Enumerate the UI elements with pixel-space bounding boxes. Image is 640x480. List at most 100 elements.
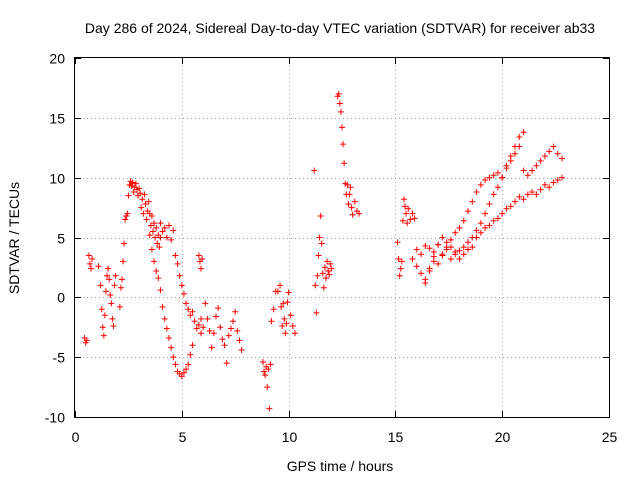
data-point — [337, 108, 344, 115]
data-point — [283, 320, 290, 327]
data-point — [456, 224, 463, 231]
data-point — [550, 143, 557, 150]
data-point — [277, 282, 284, 289]
data-point — [413, 263, 420, 270]
data-point — [456, 256, 463, 263]
data-point — [206, 327, 213, 334]
data-point — [533, 191, 540, 198]
grid-lines — [75, 58, 609, 417]
data-point — [163, 234, 170, 241]
data-point — [435, 260, 442, 267]
data-point — [435, 241, 442, 248]
series-seg2 — [85, 252, 96, 272]
data-point — [111, 282, 118, 289]
data-point — [422, 279, 429, 286]
data-point — [311, 167, 318, 174]
data-point — [279, 323, 286, 330]
data-point — [189, 342, 196, 349]
data-point — [121, 240, 128, 247]
data-point — [141, 191, 148, 198]
data-point — [185, 361, 192, 368]
data-point — [108, 300, 115, 307]
data-point — [399, 217, 406, 224]
data-point — [473, 227, 480, 234]
data-point — [151, 258, 158, 265]
data-point — [238, 346, 245, 353]
series-seg1 — [81, 335, 90, 346]
y-tick-label: -10 — [45, 410, 65, 426]
x-tick-label: 25 — [602, 429, 618, 445]
data-point — [336, 100, 343, 107]
data-point — [494, 215, 501, 222]
data-point — [413, 246, 420, 253]
data-point — [230, 318, 237, 325]
data-point — [130, 189, 137, 196]
data-point — [351, 198, 358, 205]
data-point — [106, 276, 113, 283]
data-point — [398, 258, 405, 265]
data-point — [95, 263, 102, 270]
data-point — [89, 256, 96, 263]
data-point — [259, 358, 266, 365]
data-point — [200, 324, 207, 331]
data-point — [267, 361, 274, 368]
data-point — [165, 222, 172, 229]
data-point — [326, 271, 333, 278]
data-point — [397, 265, 404, 272]
series-seg6 — [157, 220, 205, 337]
data-point — [153, 224, 160, 231]
data-point — [202, 300, 209, 307]
data-point — [189, 308, 196, 315]
data-point — [529, 189, 536, 196]
data-point — [137, 190, 144, 197]
data-points — [81, 90, 566, 412]
data-point — [460, 251, 467, 258]
data-point — [524, 172, 531, 179]
data-point — [411, 215, 418, 222]
y-axis-label: SDTVAR / TECUs — [6, 182, 22, 294]
data-point — [499, 210, 506, 217]
data-point — [503, 205, 510, 212]
data-point — [287, 312, 294, 319]
data-point — [102, 288, 109, 295]
data-point — [183, 300, 190, 307]
data-point — [520, 167, 527, 174]
data-point — [318, 240, 325, 247]
data-point — [118, 276, 125, 283]
chart-title: Day 286 of 2024, Sidereal Day-to-day VTE… — [85, 20, 595, 36]
data-point — [264, 384, 271, 391]
series-seg8 — [198, 300, 245, 367]
data-point — [321, 264, 328, 271]
data-point — [516, 133, 523, 140]
data-point — [208, 344, 215, 351]
data-point — [516, 193, 523, 200]
data-point — [124, 210, 131, 217]
data-point — [349, 211, 356, 218]
data-point — [405, 205, 412, 212]
data-point — [172, 361, 179, 368]
data-point — [282, 330, 289, 337]
data-point — [426, 268, 433, 275]
data-point — [486, 174, 493, 181]
data-point — [156, 244, 163, 251]
data-point — [344, 181, 351, 188]
data-point — [394, 239, 401, 246]
data-point — [159, 228, 166, 235]
data-point — [400, 196, 407, 203]
data-point — [465, 208, 472, 215]
y-tick-label: 10 — [49, 171, 65, 187]
data-point — [486, 200, 493, 207]
data-point — [356, 210, 363, 217]
data-point — [110, 323, 117, 330]
data-point — [546, 184, 553, 191]
data-point — [443, 239, 450, 246]
data-point — [172, 252, 179, 259]
data-point — [193, 325, 200, 332]
data-point — [100, 332, 107, 339]
data-point — [170, 227, 177, 234]
data-point — [465, 239, 472, 246]
data-point — [512, 143, 519, 150]
data-point — [157, 287, 164, 294]
data-point — [187, 312, 194, 319]
data-point — [328, 265, 335, 272]
